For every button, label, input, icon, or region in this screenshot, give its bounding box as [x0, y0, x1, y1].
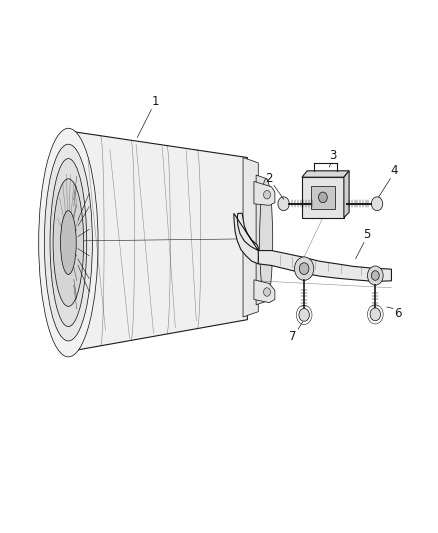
Circle shape [370, 308, 381, 321]
Polygon shape [302, 171, 349, 177]
Circle shape [264, 190, 271, 199]
Circle shape [318, 192, 327, 203]
Circle shape [367, 266, 383, 285]
Text: 4: 4 [390, 164, 397, 177]
Circle shape [294, 257, 314, 280]
Circle shape [264, 288, 271, 296]
Circle shape [278, 197, 289, 211]
Polygon shape [243, 158, 258, 317]
Circle shape [371, 271, 379, 280]
Polygon shape [258, 251, 392, 281]
Ellipse shape [53, 179, 84, 306]
Text: 5: 5 [363, 228, 370, 241]
Polygon shape [68, 131, 247, 352]
Circle shape [299, 263, 309, 274]
Polygon shape [234, 213, 258, 264]
Text: 7: 7 [290, 330, 297, 343]
Polygon shape [254, 280, 275, 303]
Ellipse shape [50, 159, 87, 327]
Polygon shape [344, 171, 349, 217]
Polygon shape [256, 175, 267, 305]
Polygon shape [311, 185, 335, 209]
Ellipse shape [260, 179, 273, 301]
Ellipse shape [44, 144, 92, 341]
Text: 3: 3 [329, 149, 336, 163]
Circle shape [299, 309, 309, 321]
Text: 6: 6 [394, 307, 402, 320]
Circle shape [371, 197, 383, 211]
Ellipse shape [39, 128, 98, 357]
Polygon shape [302, 177, 344, 217]
Text: 1: 1 [152, 95, 159, 108]
Polygon shape [254, 181, 275, 205]
Text: 2: 2 [265, 172, 273, 185]
Ellipse shape [60, 211, 76, 274]
